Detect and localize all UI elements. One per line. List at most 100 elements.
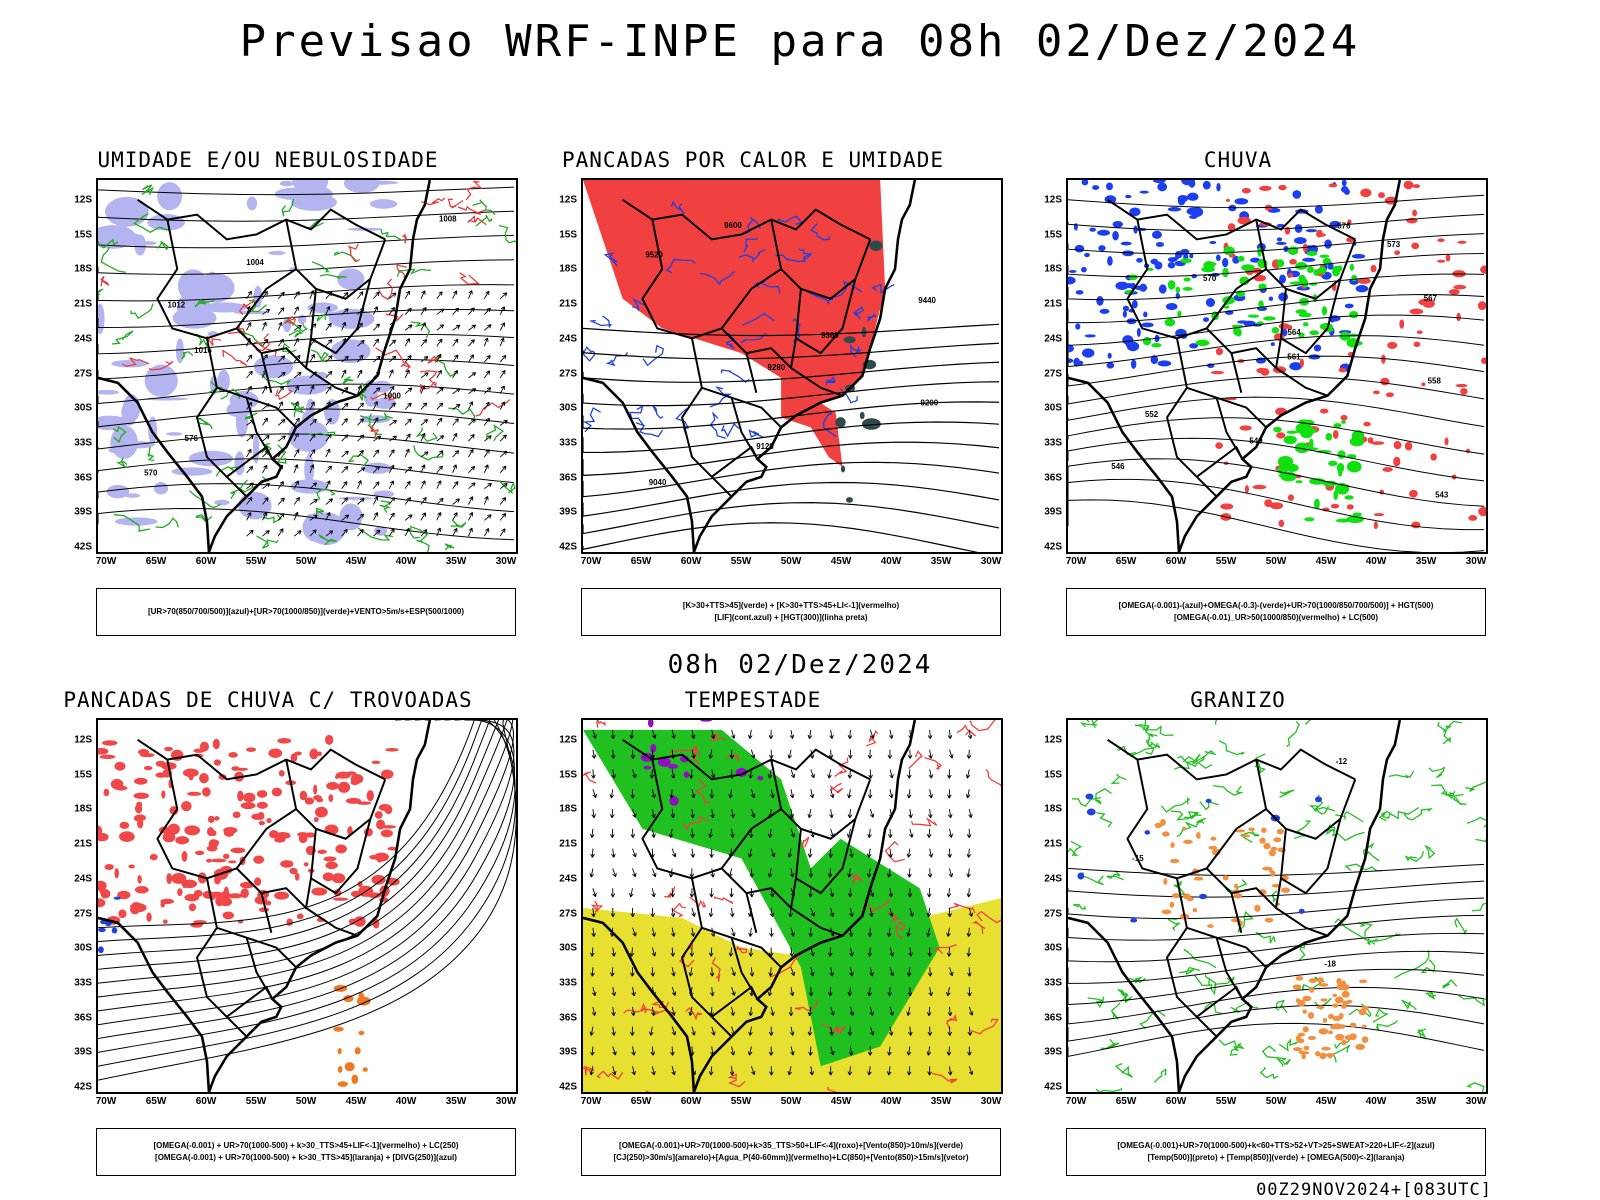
wind-vector [690, 828, 695, 838]
coastline [98, 180, 432, 552]
height-contour [583, 522, 979, 552]
omega-green-fill [1295, 480, 1303, 484]
wind-vector [966, 749, 972, 759]
wind-vector [847, 769, 853, 779]
rain-red-fill [1445, 254, 1451, 262]
thunderstorm-fill [118, 909, 127, 918]
humidity-fill [125, 493, 141, 498]
wind-vector [499, 465, 507, 474]
latitude-tick-label: 30S [559, 942, 577, 954]
omega-blue-fill [1131, 299, 1138, 309]
wind-vector [610, 907, 616, 918]
wind-vector [357, 369, 363, 379]
height-contour [583, 361, 1000, 383]
temperature-850-contour [1271, 890, 1278, 904]
wind-vector [946, 888, 952, 898]
wind-vector [807, 848, 813, 858]
wind-vector [689, 769, 694, 779]
low-humidity-contour [379, 500, 392, 514]
thunderstorm-fill [227, 893, 243, 899]
wind-vector [869, 729, 875, 739]
contour-label: 564 [1287, 328, 1301, 337]
wind-vector [373, 435, 382, 442]
wind-vector [966, 828, 972, 838]
wind-vector [907, 888, 913, 898]
omega-blue-fill [1270, 342, 1275, 347]
thunderstorm-fill [296, 913, 304, 920]
wind-vector [967, 987, 972, 997]
wind-vector [711, 1026, 716, 1036]
wind-vector [404, 433, 411, 442]
temperature-850-contour [1204, 974, 1217, 996]
latitude-tick-label: 15S [559, 769, 577, 781]
precipitable-water-contour [726, 754, 739, 762]
omega-500-fill [1327, 1013, 1335, 1020]
latitude-tick-label: 39S [1044, 1046, 1062, 1058]
omega-green-fill [1306, 250, 1318, 256]
panel-legend: [UR>70(850/700/500)](azul)+[UR>70(1000/8… [96, 588, 516, 636]
wind-vector [404, 369, 410, 379]
isobar-line [98, 458, 515, 484]
omega-green-fill [1175, 286, 1181, 294]
wind-vector [452, 498, 460, 505]
lifted-index-contour [725, 332, 735, 350]
wind-vector [670, 1046, 675, 1056]
wind-vector [790, 1046, 795, 1056]
humidity-fill [292, 180, 329, 195]
latitude-tick-label: 18S [74, 803, 92, 815]
wind-vector [731, 967, 736, 977]
wind-vector [341, 528, 348, 537]
temperature-850-contour [1334, 917, 1369, 942]
convection-fill [840, 465, 846, 473]
rain-red-fill [1332, 429, 1339, 439]
wind-vector [888, 729, 894, 739]
humidity-fill [374, 526, 388, 536]
contour-label: 561 [1287, 353, 1301, 362]
rain-red-fill [1363, 421, 1371, 427]
hail-panel: GRANIZO 12S 15S 18S 21S 24S 27S 30S 33S 36S 39S 42S… [1018, 688, 1488, 1178]
wind-vector [948, 868, 954, 878]
wind-vector [483, 495, 489, 505]
wind-vector [688, 967, 694, 977]
wind-vector [591, 927, 596, 937]
wind-vector [927, 1066, 932, 1076]
omega-green-fill [1258, 283, 1267, 290]
temperature-850-contour [1259, 1066, 1279, 1080]
omega-green-fill [1223, 305, 1230, 309]
wind-vector [499, 385, 505, 394]
rain-red-fill [1399, 319, 1405, 329]
wind-vector [611, 848, 616, 858]
temperature-850-contour [1237, 910, 1255, 934]
wind-vector [468, 307, 475, 315]
omega-green-fill [1276, 259, 1285, 268]
rain-red-fill [1373, 521, 1378, 530]
wind-vector [341, 514, 350, 521]
wind-vector [246, 354, 253, 363]
severe-storm-fill [700, 720, 712, 722]
temperature-850-contour [1196, 817, 1206, 824]
longitude-tick-label: 40W [880, 1096, 902, 1107]
wind-vector [887, 1046, 892, 1056]
wind-vector [278, 435, 286, 442]
omega-blue-fill [1344, 303, 1354, 309]
omega-500-fill [1321, 1046, 1331, 1051]
thunderstorm-fill [202, 787, 211, 797]
wind-vector [928, 769, 934, 779]
rain-red-fill [1385, 392, 1394, 398]
panel-title: PANCADAS POR CALOR E UMIDADE [561, 148, 944, 172]
thunderstorm-fill [214, 875, 221, 885]
low-humidity-contour [157, 240, 169, 251]
lifted-index-contour [720, 422, 740, 438]
omega-blue-fill [1275, 241, 1287, 245]
wind-vector [689, 947, 695, 957]
wind-vector [847, 888, 853, 898]
longitude-tick-label: 35W [930, 1096, 952, 1107]
wind-vector [293, 480, 299, 489]
heavy-shower-fill [337, 1066, 343, 1073]
latitude-tick-label: 24S [74, 333, 92, 345]
thunderstorm-fill [268, 748, 283, 758]
wind-vector [452, 464, 457, 474]
omega-blue-fill [1278, 292, 1289, 302]
humidity-fill [111, 359, 149, 368]
longitude-tick-label: 35W [445, 556, 467, 567]
